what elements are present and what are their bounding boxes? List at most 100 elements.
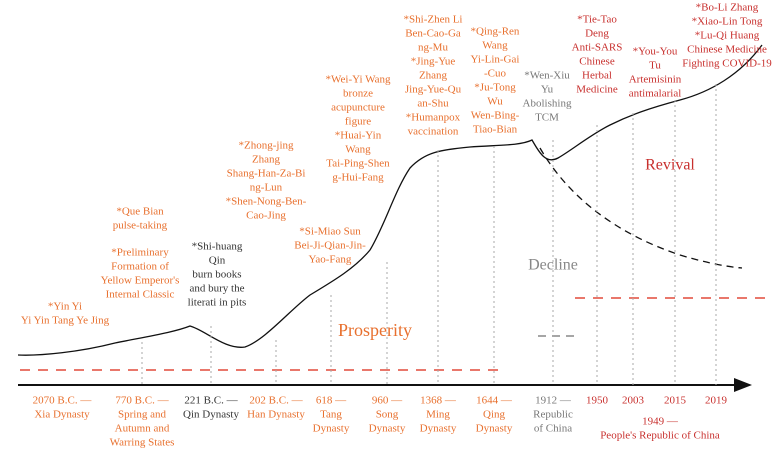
period-label: Qin Dynasty	[183, 409, 239, 421]
period-label: Autumn and	[115, 423, 170, 435]
event-label: Chinese Medicine	[687, 44, 767, 56]
event-label: Internal Classic	[106, 289, 175, 301]
phase-label: Prosperity	[338, 320, 412, 340]
event-label: *Wen-Xiu	[524, 70, 570, 82]
event-label: *Shen-Nong-Ben-	[226, 196, 307, 208]
event-label: Anti-SARS	[572, 42, 623, 54]
period-label: Spring and	[118, 409, 166, 421]
period-label: Republic	[533, 409, 573, 421]
prc-label: 1949 —	[642, 416, 679, 428]
decline-curve	[539, 147, 743, 269]
period-label: 2003	[622, 395, 645, 407]
period-label: 1644 —	[476, 395, 513, 407]
event-label: Zhang	[419, 70, 448, 82]
event-label: Jing-Yue-Qu	[405, 84, 462, 96]
event-label: Yi Yin Tang Ye Jing	[21, 315, 110, 327]
event-label: *Yin Yi	[48, 301, 82, 313]
event-label: Tai-Ping-Shen	[326, 158, 390, 170]
event-label: *Shi-Zhen Li	[404, 14, 463, 26]
event-label: *Qing-Ren	[471, 26, 520, 38]
event-label: TCM	[535, 112, 559, 124]
event-label: *Lu-Qi Huang	[695, 30, 760, 42]
period-label: Xia Dynasty	[34, 409, 90, 421]
period-label: of China	[534, 423, 572, 435]
period-label: 1912 —	[535, 395, 572, 407]
event-label: Abolishing	[523, 98, 572, 110]
period-label: 1368 —	[420, 395, 457, 407]
period-label: Dynasty	[420, 423, 457, 435]
event-label: Qin	[209, 255, 226, 267]
event-label: *You-You	[633, 46, 678, 58]
period-label: 770 B.C. —	[115, 395, 169, 407]
period-label: Qing	[483, 409, 506, 421]
event-label: *Shi-huang	[192, 241, 243, 253]
event-label: *Si-Miao Sun	[299, 226, 361, 238]
period-label: Han Dynasty	[247, 409, 305, 421]
event-label: Shang-Han-Za-Bi	[227, 168, 306, 180]
event-label: Formation of	[111, 261, 169, 273]
period-label: 2070 B.C. —	[33, 395, 93, 407]
prc-label: People's Republic of China	[600, 430, 720, 442]
period-label: Warring States	[110, 437, 175, 449]
event-label: Bei-Ji-Qian-Jin-	[294, 240, 366, 252]
event-label: *Tie-Tao	[577, 14, 617, 26]
event-label: Yu	[541, 84, 554, 96]
period-label: Song	[376, 409, 399, 421]
period-label: Ming	[426, 409, 450, 421]
period-label: Tang	[320, 409, 342, 421]
event-label: *Xiao-Lin Tong	[692, 16, 763, 28]
period-label: 221 B.C. —	[184, 395, 238, 407]
period-label: 618 —	[316, 395, 347, 407]
axis-arrow	[734, 378, 752, 392]
event-label: figure	[345, 116, 371, 128]
period-label: Dynasty	[369, 423, 406, 435]
event-label: antimalarial	[629, 88, 682, 100]
event-label: acupuncture	[331, 102, 385, 114]
event-label: Wang	[482, 40, 508, 52]
event-label: Wang	[345, 144, 371, 156]
event-label: bronze	[343, 88, 373, 100]
event-label: vaccination	[408, 126, 459, 138]
event-label: Yi-Lin-Gai	[471, 54, 520, 66]
period-label: 2015	[664, 395, 687, 407]
event-label: Tiao-Bian	[473, 124, 518, 136]
event-label: Ben-Cao-Ga	[405, 28, 461, 40]
event-label: Medicine	[576, 84, 618, 96]
period-label: 202 B.C. —	[249, 395, 303, 407]
event-label: *Ju-Tong	[474, 82, 516, 94]
event-label: an-Shu	[417, 98, 449, 110]
event-label: *Humanpox	[406, 112, 461, 124]
phase-label: Revival	[645, 157, 695, 174]
event-label: pulse-taking	[113, 220, 168, 232]
event-label: literati in pits	[188, 297, 247, 309]
event-label: Yao-Fang	[309, 254, 352, 266]
period-label: 1950	[586, 395, 609, 407]
event-label: Herbal	[582, 70, 612, 82]
period-label: Dynasty	[313, 423, 350, 435]
period-label: 2019	[705, 395, 728, 407]
event-label: Yellow Emperor's	[101, 275, 180, 287]
event-label: *Zhong-jing	[239, 140, 294, 152]
event-label: Fighting COVID-19	[682, 58, 772, 70]
event-label: ng-Lun	[250, 182, 283, 194]
event-label: *Que Bian	[116, 206, 164, 218]
event-label: *Wei-Yi Wang	[326, 74, 391, 86]
event-label: burn books	[192, 269, 241, 281]
event-label: Artemisinin	[629, 74, 682, 86]
event-label: Wen-Bing-	[471, 110, 520, 122]
event-label: -Cuo	[484, 68, 507, 80]
event-label: g-Hui-Fang	[332, 172, 384, 184]
development-curve	[17, 44, 763, 356]
period-label: 960 —	[372, 395, 403, 407]
event-label: Cao-Jing	[246, 210, 286, 222]
event-label: *Bo-Li Zhang	[696, 2, 759, 14]
event-label: *Jing-Yue	[411, 56, 456, 68]
event-label: ng-Mu	[418, 42, 448, 54]
event-label: Zhang	[252, 154, 281, 166]
period-label: Dynasty	[476, 423, 513, 435]
event-label: Deng	[585, 28, 609, 40]
event-label: and bury the	[190, 283, 245, 295]
event-label: Tu	[649, 60, 661, 72]
event-label: *Preliminary	[111, 247, 169, 259]
